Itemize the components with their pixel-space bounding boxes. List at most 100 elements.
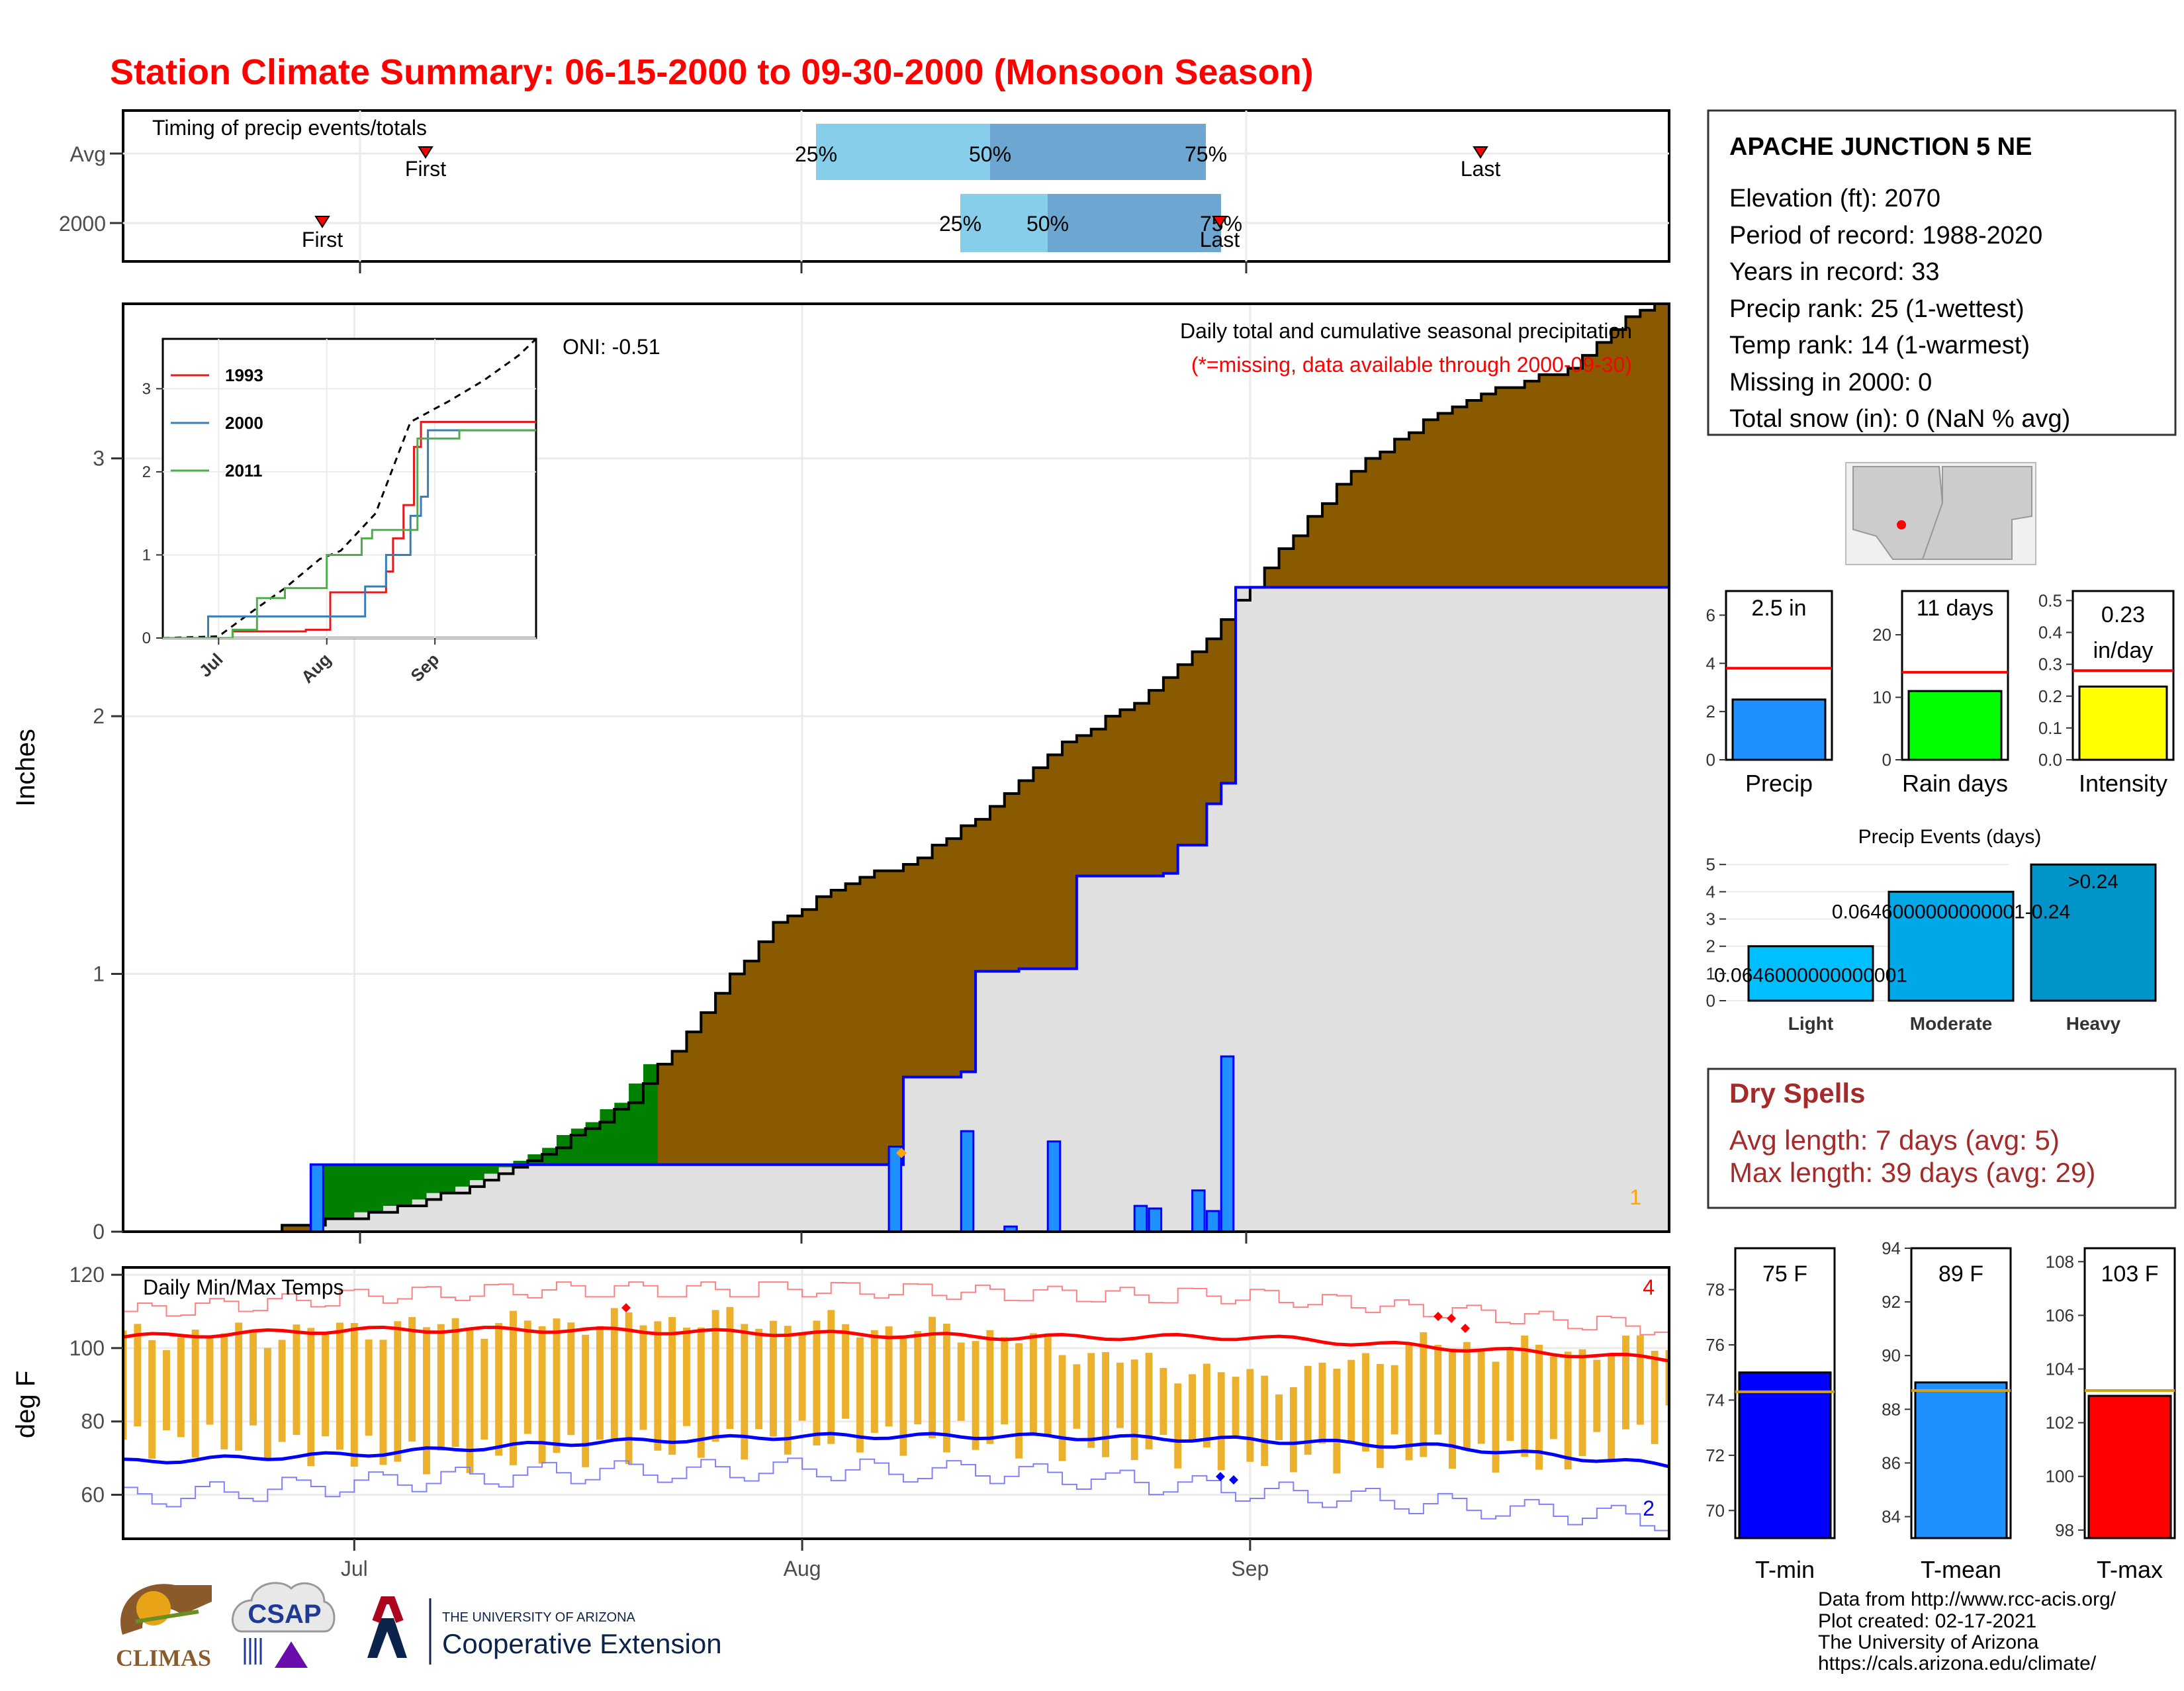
daily-temp-range-bar xyxy=(123,1330,127,1440)
daily-temp-range-bar xyxy=(394,1321,402,1462)
daily-temp-range-bar xyxy=(322,1332,330,1437)
daily-temp-range-bar xyxy=(523,1320,531,1434)
precip-note-missing: (*=missing, data available through 2000-… xyxy=(1191,353,1632,377)
temp-summary-y-tick-label: 92 xyxy=(1882,1292,1901,1312)
inset-y-tick-label: 3 xyxy=(142,380,151,398)
precip-event-bar xyxy=(1747,945,1874,1002)
temp-x-axis: Jul Aug Sep xyxy=(341,1539,1269,1580)
precip-events-x-axis: Light Moderate Heavy xyxy=(1788,1013,2121,1034)
daily-precip-bar xyxy=(1191,1189,1206,1232)
daily-temp-range-bar xyxy=(929,1316,936,1439)
summary-y-tick-label: 4 xyxy=(1706,653,1715,673)
intensity-label: Intensity xyxy=(2079,770,2167,797)
daily-temp-range-bar xyxy=(495,1323,503,1456)
timing-avg-first-marker xyxy=(418,146,433,159)
temp-y-axis-label: deg F xyxy=(11,1371,40,1438)
daily-temp-range-bar xyxy=(1174,1383,1182,1469)
inset-y-tick-label: 2 xyxy=(142,463,151,481)
inset-y-tick-label: 0 xyxy=(142,629,151,647)
page-title: Station Climate Summary: 06-15-2000 to 0… xyxy=(110,52,1314,92)
temp-summary-t-min: 70 72 74 76 78 75 F T-min xyxy=(1706,1247,1836,1583)
temp-summary-y-tick-label: 72 xyxy=(1706,1445,1725,1465)
timing-2000-25-label: 25% xyxy=(939,212,981,236)
timing-avg-first-label: First xyxy=(405,157,446,181)
temp-x-tick-label: Jul xyxy=(341,1557,368,1580)
daily-temp-range-bar xyxy=(538,1326,546,1464)
daily-temp-range-bar xyxy=(769,1320,777,1437)
timing-avg-50-label: 50% xyxy=(969,142,1011,166)
daily-temp-range-bar xyxy=(1015,1343,1023,1459)
dry-spells-frame xyxy=(1707,1068,2177,1209)
precip-y-axis-label: Inches xyxy=(11,729,40,807)
daily-temp-range-bar xyxy=(250,1332,257,1426)
daily-temp-range-bar xyxy=(480,1338,488,1440)
daily-temp-range-bar xyxy=(408,1317,416,1442)
climas-logo: CLIMAS xyxy=(116,1584,212,1671)
daily-temp-range-bar xyxy=(350,1322,358,1467)
precip-event-label: 0.0646000000000001-0.24 xyxy=(1832,901,2070,923)
precip-events-title: Precip Events (days) xyxy=(1858,826,2042,848)
cumulative-observed-area xyxy=(123,587,1669,1232)
precip-events-bars: 0.0646000000000001 0.0646000000000001-0.2… xyxy=(1714,863,2157,1002)
daily-temp-range-bar xyxy=(1593,1359,1601,1432)
temp-summary-y-tick-label: 78 xyxy=(1706,1280,1725,1300)
daily-temp-range-bar xyxy=(1145,1353,1153,1449)
summary-y-tick-label: 2 xyxy=(1706,702,1715,721)
daily-temp-range-bar xyxy=(1160,1367,1167,1436)
daily-temp-range-bar xyxy=(451,1318,459,1447)
daily-temp-range-bar xyxy=(914,1331,922,1425)
daily-temp-range-bar xyxy=(278,1340,286,1442)
summary-y-tick-label: 0.4 xyxy=(2038,623,2062,643)
daily-temp-range-bar xyxy=(668,1316,676,1455)
daily-temp-range-bar xyxy=(711,1310,719,1442)
daily-temp-range-bar xyxy=(191,1329,199,1458)
precip-events-chart: Precip Events (days) 0.06460000000000010… xyxy=(1706,826,2157,1034)
daily-temp-range-bar xyxy=(1203,1363,1210,1447)
precip-total-y-axis: 0 2 4 6 xyxy=(1706,605,1726,770)
station-info-frame xyxy=(1707,109,2177,436)
daily-temp-range-bar xyxy=(1246,1369,1254,1462)
temp-summary-y-tick-label: 74 xyxy=(1706,1390,1725,1410)
inset-legend: 1993 2000 2011 xyxy=(171,365,263,480)
daily-temp-range-bar xyxy=(1506,1350,1514,1441)
summary-y-tick-label: 0.1 xyxy=(2038,718,2062,738)
temp-x-tick-label: Aug xyxy=(784,1557,821,1580)
temp-y-tick-label: 60 xyxy=(81,1483,105,1507)
precip-events-y-tick-label: 2 xyxy=(1706,937,1715,956)
temp-y-tick-label: 120 xyxy=(69,1263,105,1287)
precip-events-y-tick-label: 5 xyxy=(1706,854,1715,874)
credit-plot-created: Plot created: 02-17-2021 xyxy=(1818,1610,2036,1632)
inset-series-1993 xyxy=(163,421,536,638)
precip-events-category-label: Light xyxy=(1788,1013,1833,1034)
daily-temp-range-bar xyxy=(1189,1374,1197,1442)
daily-temp-range-bar xyxy=(1477,1350,1485,1444)
temp-summary-value: 89 F xyxy=(1938,1261,1983,1287)
intensity-unit: in/day xyxy=(2093,638,2154,663)
temp-panel-title: Daily Min/Max Temps xyxy=(143,1275,343,1299)
timing-avg-last-label: Last xyxy=(1461,157,1501,181)
temp-summary-y-tick-label: 102 xyxy=(2046,1413,2074,1433)
daily-temp-range-bar xyxy=(741,1324,749,1460)
summary-y-tick-label: 0.2 xyxy=(2038,686,2062,706)
daily-precip-bar xyxy=(1220,1055,1235,1232)
daily-temp-range-bar xyxy=(1289,1387,1297,1473)
daily-temp-range-bar xyxy=(1549,1357,1557,1440)
temp-y-tick-label: 80 xyxy=(81,1410,105,1434)
daily-temp-range-bar xyxy=(1521,1335,1529,1457)
record-high-marker xyxy=(1433,1312,1443,1321)
inset-series-lines xyxy=(163,339,536,638)
station-location-marker xyxy=(1897,520,1906,529)
daily-temp-range-bar xyxy=(1376,1363,1384,1469)
y-tick-label: 1 xyxy=(93,962,105,986)
daily-temp-range-bar xyxy=(1564,1351,1572,1470)
daily-temp-range-bar xyxy=(1275,1394,1283,1441)
summary-raindays-chart: 0 10 20 11 days Rain days xyxy=(1872,590,2009,797)
daily-temp-range-bar xyxy=(856,1337,864,1453)
record-low-marker xyxy=(1216,1472,1225,1481)
daily-temp-range-bar xyxy=(582,1334,590,1467)
daily-temp-range-bar xyxy=(1535,1344,1543,1470)
inset-legend-label: 1993 xyxy=(225,365,263,385)
station-period: Period of record: 1988-2020 xyxy=(1729,222,2042,250)
daily-temp-range-bar xyxy=(1362,1353,1369,1452)
